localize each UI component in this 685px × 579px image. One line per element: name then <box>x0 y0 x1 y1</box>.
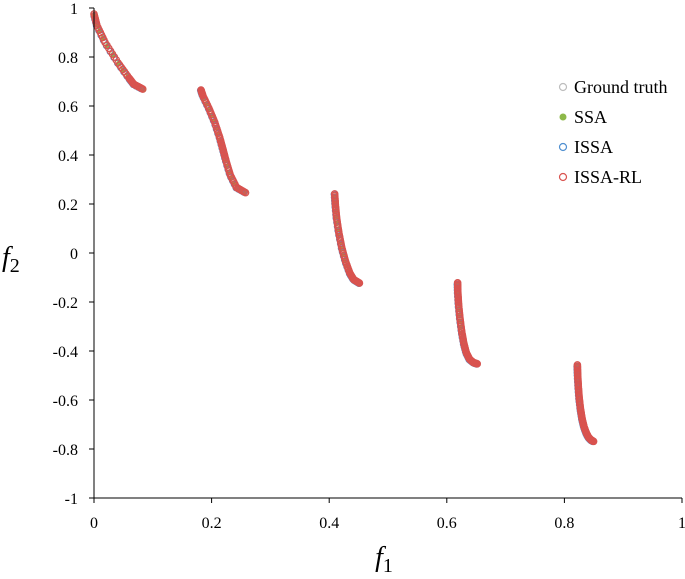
y-axis-title: f2 <box>2 242 20 277</box>
data-marks <box>90 10 598 446</box>
x-tick-label: 0.4 <box>319 515 339 532</box>
legend-marker <box>559 113 567 121</box>
legend: Ground truth SSA ISSA ISSA-RL <box>558 77 668 187</box>
y-tick-label: 0.8 <box>58 50 78 67</box>
x-tick-label: 0.8 <box>554 515 574 532</box>
axes <box>89 7 683 503</box>
y-tick-label: 0.4 <box>58 148 78 165</box>
y-tick-label: -1 <box>65 491 78 508</box>
tick-labels: -1 -0.8 -0.6 -0.4 -0.2 0 0.2 0.4 0.6 0.8 1 0 0.2 0.4 0… <box>53 1 685 532</box>
y-tick-label: 1 <box>70 1 78 18</box>
legend-label: Ground truth <box>574 77 668 97</box>
x-axis-title: f1 <box>375 542 393 574</box>
legend-label: ISSA <box>574 137 613 157</box>
y-axis-title-subscript: 2 <box>10 255 20 277</box>
y-tick-label: -0.4 <box>53 344 78 361</box>
issa-rl-point <box>241 188 250 197</box>
legend-label: ISSA-RL <box>574 167 642 187</box>
y-tick-label: -0.8 <box>53 442 78 459</box>
issa-rl-point <box>589 437 598 446</box>
y-tick-label: 0 <box>70 246 78 263</box>
y-tick-label: 0.6 <box>58 99 78 116</box>
y-tick-label: -0.2 <box>53 295 78 312</box>
issa-rl-point <box>473 360 481 368</box>
x-axis-title-subscript: 1 <box>383 555 393 574</box>
issa-rl-point <box>138 85 147 93</box>
y-tick-label: 0.2 <box>58 197 78 214</box>
legend-label: SSA <box>574 107 607 127</box>
legend-marker <box>558 142 568 152</box>
legend-marker <box>558 172 568 182</box>
y-tick-label: -0.6 <box>53 393 78 410</box>
legend-marker <box>558 82 568 92</box>
x-tick-label: 0.6 <box>437 515 457 532</box>
x-tick-label: 0 <box>90 515 98 532</box>
x-tick-label: 1 <box>678 515 685 532</box>
x-tick-label: 0.2 <box>202 515 222 532</box>
issa-rl-point <box>355 279 364 287</box>
